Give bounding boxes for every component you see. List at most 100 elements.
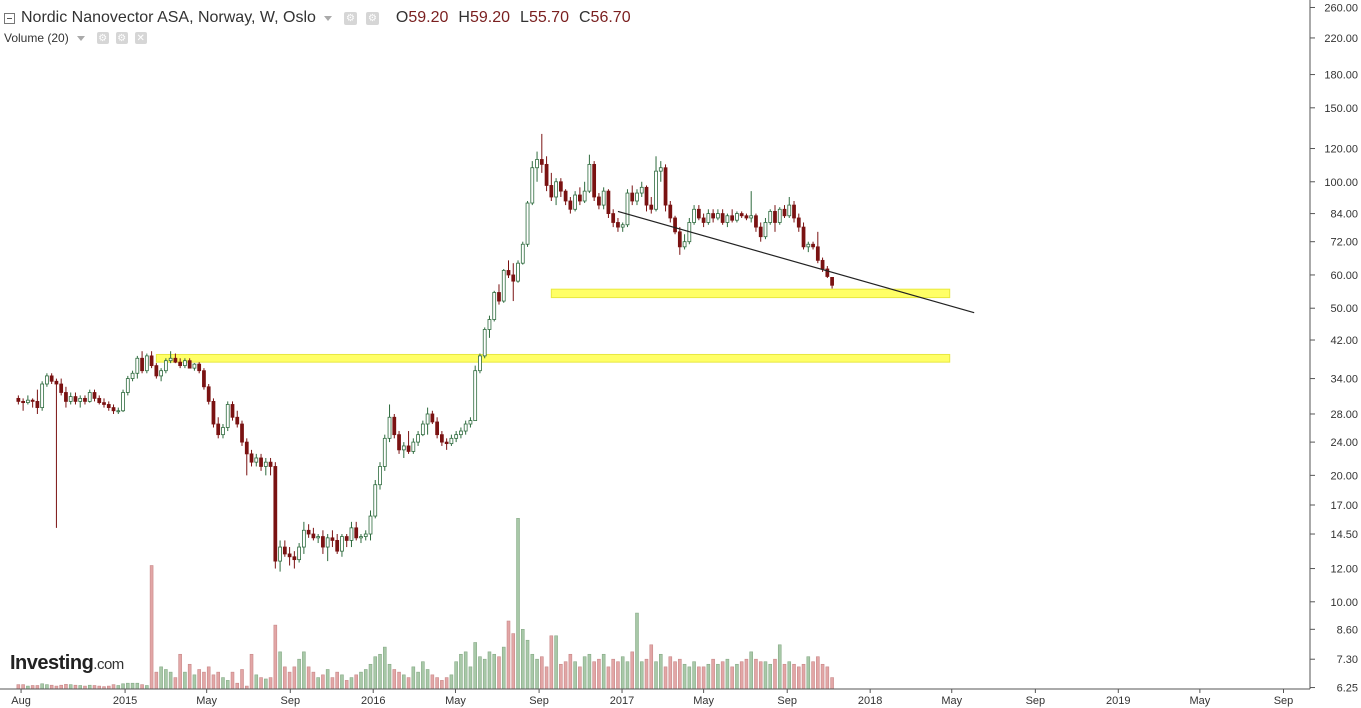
volume-bar: [673, 661, 677, 690]
candle-body: [249, 453, 254, 463]
volume-bar: [663, 666, 668, 690]
candle-body: [801, 226, 806, 248]
volume-bar: [744, 658, 749, 690]
candle-body: [820, 259, 825, 270]
candle-body: [440, 434, 444, 443]
volume-bar: [544, 666, 549, 690]
candle-body: [558, 181, 563, 192]
candle-body: [30, 399, 35, 402]
candle-body: [240, 423, 244, 443]
volume-bar: [278, 651, 282, 690]
price-tick-label: 180.00: [1324, 70, 1358, 82]
ohlc-high-value: 59.20: [469, 9, 511, 26]
candle-body: [606, 190, 611, 214]
candle-body: [601, 190, 606, 206]
candle-body: [306, 529, 311, 535]
close-icon[interactable]: ✕: [134, 32, 147, 44]
volume-bar: [164, 669, 168, 690]
candle-body: [102, 402, 106, 405]
candle-body: [454, 434, 459, 439]
candle-body: [144, 355, 149, 372]
volume-bar: [183, 671, 187, 690]
volume-bar: [321, 674, 325, 690]
candle-body: [806, 243, 811, 248]
candle-body: [625, 192, 630, 226]
volume-bar: [758, 661, 763, 690]
volume-bar: [559, 663, 563, 690]
volume-bar: [145, 685, 149, 690]
price-tick-label: 120.00: [1324, 144, 1358, 156]
volume-bar: [202, 671, 206, 690]
volume-bar: [611, 658, 615, 690]
volume-header: Volume (20) ⚙ ⚙ ✕: [4, 31, 150, 45]
time-tick-label: Sep: [280, 695, 300, 707]
candle-body: [16, 397, 21, 402]
volume-bar: [530, 653, 535, 690]
volume-bar: [206, 666, 211, 690]
volume-bar: [378, 653, 382, 690]
volume-bar: [749, 651, 753, 690]
volume-bar: [682, 663, 687, 690]
candle-body: [106, 404, 111, 408]
volume-bar: [221, 677, 225, 690]
candle-body: [497, 292, 501, 302]
volume-bar: [639, 661, 644, 690]
candle-body: [397, 434, 401, 451]
candle-body: [592, 163, 597, 198]
volume-bar: [154, 671, 159, 690]
volume-bar: [78, 685, 82, 690]
candle-body: [425, 413, 430, 425]
candle-body: [520, 243, 525, 264]
volume-bar: [616, 661, 620, 690]
candle-body: [302, 529, 306, 548]
gear-icon[interactable]: ⚙: [365, 11, 379, 25]
volume-bar: [273, 624, 278, 690]
settings-icon[interactable]: ⚙: [96, 32, 109, 44]
volume-bar: [116, 685, 121, 690]
candle-body: [635, 192, 639, 202]
volume-bar: [16, 684, 21, 690]
candle-body: [611, 213, 616, 223]
volume-bar: [706, 663, 711, 690]
volume-bar: [644, 658, 649, 690]
volume-bar: [454, 661, 458, 690]
volume-bar: [225, 680, 230, 690]
candle-body: [168, 357, 173, 362]
candle-body: [478, 355, 482, 372]
candle-body: [344, 536, 349, 541]
volume-bar: [516, 518, 520, 690]
candle-body: [149, 355, 154, 367]
time-tick-label: May: [1189, 695, 1210, 707]
instrument-title[interactable]: Nordic Nanovector ASA, Norway, W, Oslo: [21, 9, 316, 26]
volume-bar: [140, 684, 144, 690]
volume-bar: [692, 661, 696, 690]
price-tick-label: 100.00: [1324, 177, 1358, 189]
volume-bar: [30, 685, 35, 690]
settings-icon[interactable]: ⚙: [343, 11, 357, 25]
candle-body: [696, 208, 701, 219]
volume-bar: [73, 684, 78, 690]
candle-body: [787, 204, 792, 217]
candle-body: [202, 370, 206, 388]
candle-body: [311, 533, 316, 539]
volume-bar: [197, 669, 201, 690]
gear-icon[interactable]: ⚙: [115, 32, 128, 44]
volume-bar: [387, 663, 392, 690]
candle-body: [292, 556, 297, 561]
chevron-down-icon[interactable]: [76, 35, 85, 41]
candle-body: [368, 515, 373, 535]
chevron-down-icon[interactable]: [323, 15, 332, 21]
volume-bar: [630, 651, 635, 690]
volume-label[interactable]: Volume (20): [4, 31, 69, 45]
candle-body: [673, 217, 677, 233]
candle-body: [459, 430, 463, 436]
candle-body: [349, 527, 354, 541]
price-tick-label: 17.00: [1330, 500, 1358, 512]
time-tick-label: 2018: [858, 695, 882, 707]
collapse-icon[interactable]: [4, 12, 15, 24]
candle-body: [620, 224, 625, 228]
candle-body: [401, 445, 406, 451]
candle-body: [282, 546, 287, 555]
candle-body: [549, 185, 554, 198]
